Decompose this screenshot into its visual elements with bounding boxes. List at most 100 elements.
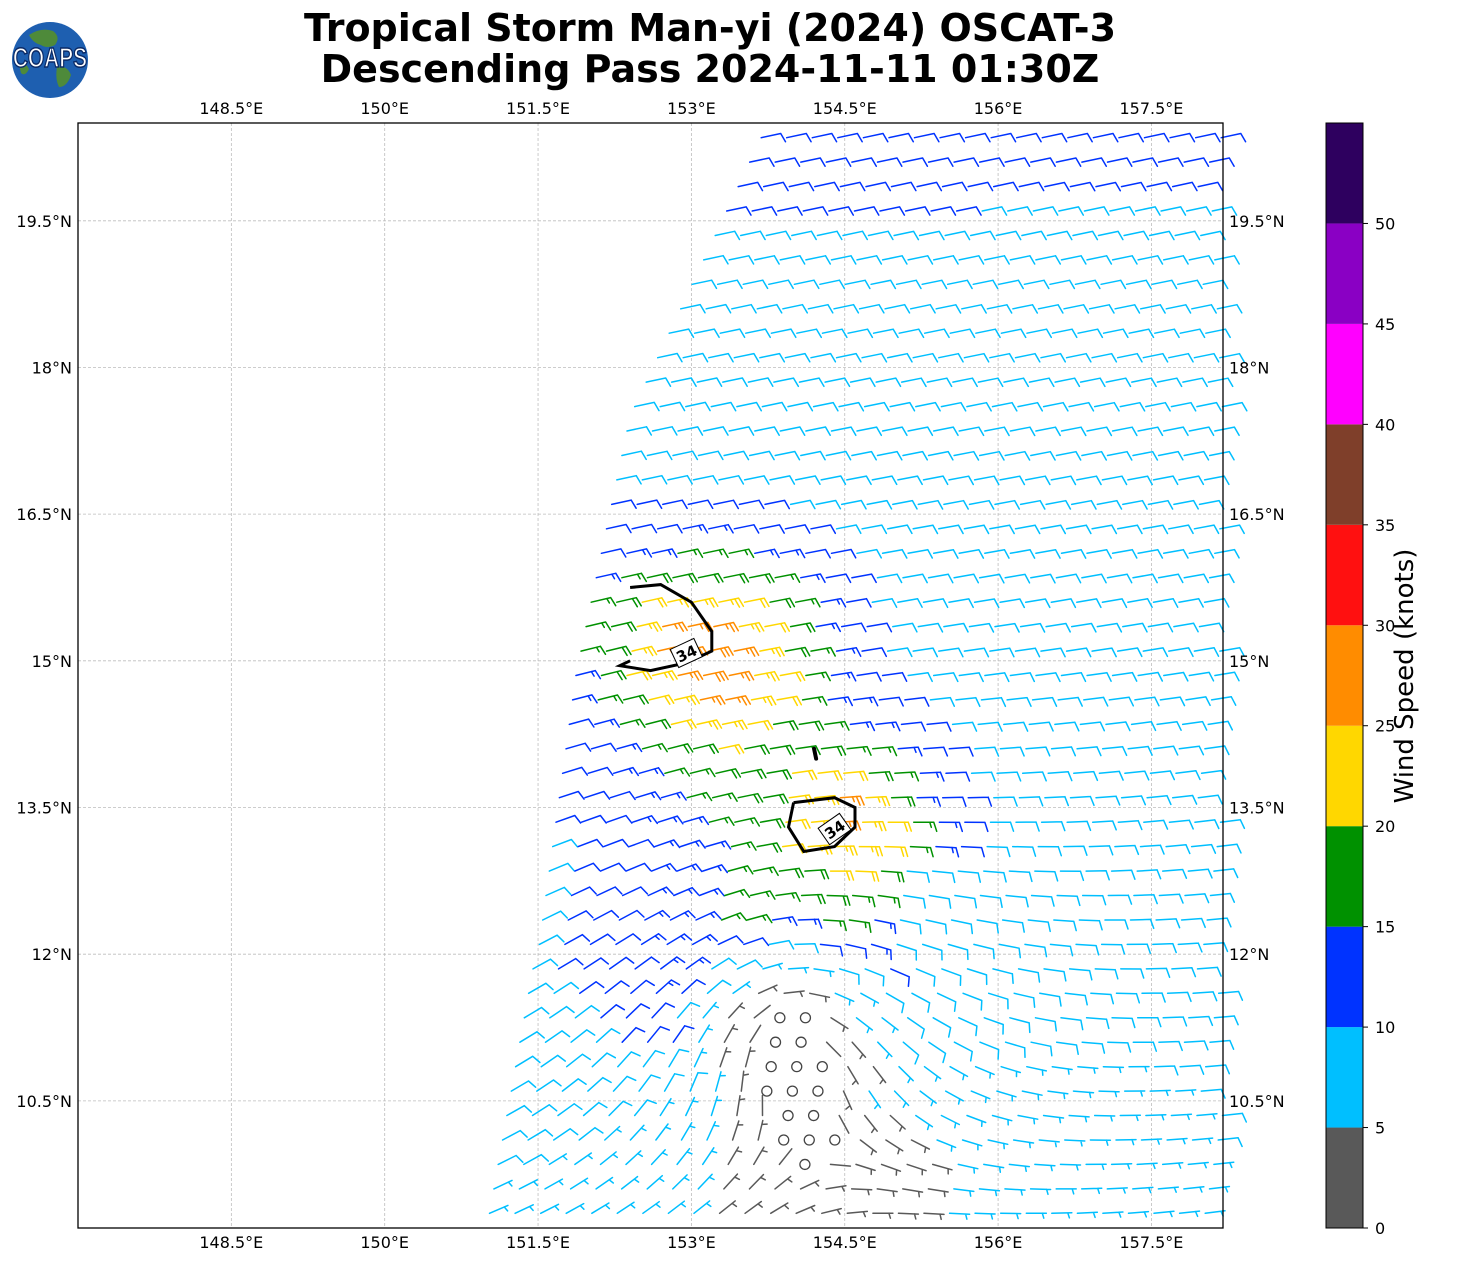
wind-barb <box>753 866 779 877</box>
wind-barb <box>1151 279 1178 290</box>
wind-barb <box>821 328 848 339</box>
lat-tick-label: 16.5°N <box>16 505 72 524</box>
wind-barb <box>984 672 1010 683</box>
colorbar-segment <box>1326 223 1363 324</box>
wind-barb <box>1132 1041 1158 1052</box>
wind-barb <box>612 1075 637 1092</box>
wind-barb <box>1173 499 1199 510</box>
wind-barb <box>708 646 734 658</box>
wind-barb <box>1152 942 1177 954</box>
wind-barb <box>904 696 930 707</box>
wind-barb <box>1047 1090 1069 1100</box>
wind-barb <box>519 1031 545 1043</box>
wind-barb <box>754 255 780 265</box>
wind-barb <box>978 450 1005 461</box>
wind-barb <box>711 957 737 970</box>
wind-barb <box>629 1124 647 1141</box>
wind-barb <box>718 475 745 485</box>
wind-barb <box>557 1103 583 1117</box>
wind-barb <box>1137 548 1164 559</box>
wind-barb <box>1030 450 1056 461</box>
wind-barb <box>799 1179 820 1190</box>
wind-barb <box>748 573 775 584</box>
wind-barb <box>935 304 962 314</box>
calm-barb <box>786 1085 799 1097</box>
wind-barb <box>1114 304 1141 314</box>
wind-barb <box>696 719 723 730</box>
wind-barb <box>817 770 843 781</box>
wind-barb <box>1208 1185 1231 1193</box>
wind-barb <box>1017 401 1044 412</box>
wind-barb <box>501 1129 528 1141</box>
wind-barb <box>593 909 620 921</box>
wind-barb <box>1143 132 1170 143</box>
contour-34kt-fragment <box>812 746 819 761</box>
wind-barb <box>1217 990 1244 1001</box>
wind-barb <box>1159 696 1186 707</box>
wind-barb <box>685 956 712 970</box>
wind-barb <box>506 1104 533 1117</box>
colorbar-segment <box>1326 123 1363 224</box>
lon-tick-label: 150°E <box>360 1233 409 1252</box>
wind-barb <box>885 992 905 1014</box>
wind-barb <box>1183 1040 1209 1051</box>
wind-barb <box>1065 352 1092 363</box>
wind-barb <box>710 401 737 412</box>
wind-barb <box>1056 894 1081 907</box>
wind-barb <box>710 1095 723 1117</box>
wind-barb <box>728 1002 746 1019</box>
wind-barb <box>1193 647 1220 657</box>
wind-barb <box>819 279 846 290</box>
wind-barb <box>916 796 942 807</box>
wind-barb <box>789 622 816 633</box>
wind-barb <box>706 1121 720 1141</box>
wind-barb <box>532 958 559 970</box>
colorbar-tick-label: 5 <box>1375 1119 1385 1138</box>
wind-barb <box>861 647 888 658</box>
wind-barb <box>791 230 817 241</box>
wind-barb <box>1165 844 1191 855</box>
wind-barb <box>1085 1017 1110 1030</box>
wind-barb <box>651 426 678 436</box>
wind-barb <box>695 910 722 921</box>
wind-barb <box>737 181 764 192</box>
wind-barb <box>820 745 847 757</box>
wind-barb <box>1141 992 1166 1003</box>
wind-barb <box>1161 868 1188 879</box>
wind-barb <box>1017 968 1041 983</box>
wind-barb <box>548 1153 568 1166</box>
wind-barb <box>1117 819 1143 831</box>
wind-barb <box>733 646 760 657</box>
wind-barb <box>1207 720 1234 731</box>
wind-barb <box>754 426 780 436</box>
wind-barb <box>1173 622 1199 633</box>
wind-barb <box>1114 844 1140 856</box>
wind-barb <box>1040 352 1067 363</box>
wind-barb <box>1136 1162 1158 1170</box>
wind-barb <box>1083 696 1109 707</box>
wind-barb <box>856 426 883 437</box>
wind-barb <box>1028 721 1054 732</box>
wind-barb <box>750 695 777 706</box>
wind-barb <box>1009 672 1036 683</box>
wind-barb <box>943 499 969 510</box>
wind-barb <box>909 303 936 314</box>
wind-barb <box>1066 820 1092 832</box>
wind-barb <box>911 992 931 1013</box>
wind-barb <box>1162 426 1189 437</box>
wind-barb <box>1175 770 1201 781</box>
wind-barb <box>838 401 865 412</box>
wind-barb <box>702 254 729 265</box>
wind-barb <box>1096 499 1123 510</box>
lat-tick-label: 12°N <box>1229 945 1269 964</box>
wind-barb <box>1094 968 1119 980</box>
wind-barb <box>702 1001 720 1019</box>
wind-barb <box>1101 598 1128 609</box>
colorbar-segment <box>1326 926 1363 1028</box>
wind-barb <box>881 426 908 437</box>
wind-barb <box>625 862 652 872</box>
wind-barb <box>923 328 950 339</box>
wind-barb <box>590 596 617 607</box>
wind-barb <box>711 792 738 802</box>
wind-barb <box>1032 206 1059 216</box>
